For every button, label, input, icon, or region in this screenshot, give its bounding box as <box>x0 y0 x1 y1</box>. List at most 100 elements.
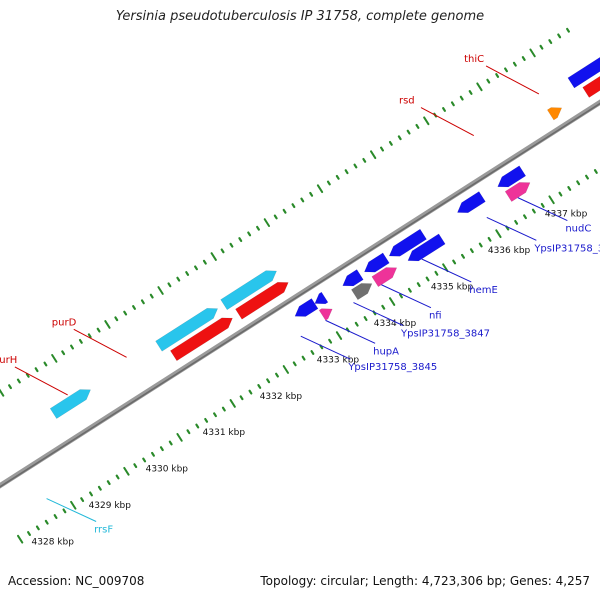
inner-tick-15 <box>151 451 155 457</box>
inner-tick-54 <box>495 229 502 239</box>
kbp-label-2: 4330 kbp <box>146 465 189 475</box>
inner-tick-29 <box>275 372 279 378</box>
inner-feature-1 <box>314 291 329 305</box>
inner-tick-64 <box>585 174 589 180</box>
outer-tick-60 <box>476 82 483 92</box>
inner-tick-44 <box>407 287 412 293</box>
top-gene-label-3: thiC <box>464 54 484 65</box>
top-gene-label-1: purD <box>52 317 77 328</box>
inner-tick-17 <box>168 440 173 446</box>
bottom-gene-label-3: YpsIP31758_3847 <box>400 328 490 339</box>
bottom-gene-label-5: hemE <box>469 285 498 296</box>
outer-tick-40 <box>300 197 305 203</box>
outer-tick-27 <box>185 271 190 276</box>
outer-tick-36 <box>263 218 271 227</box>
accession-label: Accession: NC_009708 <box>8 574 145 588</box>
inner2-feature-3 <box>407 233 446 262</box>
outer-tick-53 <box>415 123 420 129</box>
inner-feature-6 <box>497 165 527 188</box>
top-leader-1 <box>73 328 127 358</box>
feature-tracks <box>49 57 600 419</box>
outer-feature-2 <box>220 270 277 311</box>
outer-tick-42 <box>316 184 324 194</box>
map-title: Yersinia pseudotuberculosis IP 31758, co… <box>115 9 485 24</box>
kbp-label-7: 4335 kbp <box>431 282 474 292</box>
inner-tick-31 <box>292 361 297 367</box>
inner-tick-42 <box>388 297 396 306</box>
outer-tick-59 <box>468 90 473 95</box>
outer-tick-46 <box>353 163 358 169</box>
inner-tick-46 <box>425 276 430 282</box>
topology-label: Topology: circular; Length: 4,723,306 bp… <box>260 574 590 588</box>
inner-tick-56 <box>514 219 519 225</box>
mid-feature-2 <box>546 107 563 121</box>
outer-tick-16 <box>87 333 92 339</box>
bottom-leader-2 <box>325 319 376 344</box>
bottom-leader-7 <box>517 197 568 222</box>
outer-tick-26 <box>176 276 181 282</box>
outer-tick-69 <box>557 33 562 39</box>
outer-tick-35 <box>256 225 260 231</box>
outer-tick-65 <box>521 56 526 61</box>
top-leader-0 <box>14 366 68 396</box>
bottom-leader-3 <box>353 302 404 326</box>
inner-tick-11 <box>115 474 120 480</box>
mid-feature-0 <box>170 317 233 362</box>
inner-tick-32 <box>301 355 306 361</box>
inner-tick-41 <box>381 304 386 310</box>
outer-tick-10 <box>34 367 39 373</box>
inner-tick-49 <box>452 259 457 265</box>
outer-tick-62 <box>495 73 500 78</box>
outer-tick-48 <box>370 150 377 160</box>
inner-tick-10 <box>106 480 111 486</box>
inner-tick-1 <box>27 531 31 536</box>
inner-tick-5 <box>62 508 67 514</box>
bottom-gene-label-1: YpsIP31758_3845 <box>347 362 437 373</box>
gene-labels: purHpurDrsdthiCrrsFYpsIP31758_3845hupAYp… <box>0 54 600 536</box>
inner-tick-14 <box>142 457 147 463</box>
bottom-gene-label-7: nudC <box>565 224 591 235</box>
outer-tick-37 <box>273 214 278 220</box>
bottom-leader-6 <box>486 216 537 241</box>
mid-feature-3 <box>582 75 600 98</box>
outer-tick-44 <box>335 174 340 180</box>
inner-tick-48 <box>442 263 449 273</box>
outer-tick-14 <box>70 344 74 350</box>
genome-backbone <box>0 99 600 489</box>
inner-tick-20 <box>195 423 200 429</box>
inner-tick-30 <box>282 365 290 374</box>
kbp-label-1: 4329 kbp <box>89 501 132 511</box>
outer-tick-17 <box>96 327 101 333</box>
outer-tick-marks <box>0 27 570 397</box>
inner-tick-35 <box>328 338 333 344</box>
inner-tick-3 <box>44 519 49 525</box>
outer-tick-51 <box>397 135 402 141</box>
outer-tick-24 <box>157 286 164 295</box>
inner-tick-21 <box>204 417 209 423</box>
outer-tick-34 <box>247 231 252 237</box>
outer-tick-64 <box>512 61 517 67</box>
outer-tick-68 <box>548 39 553 45</box>
outer-tick-50 <box>388 140 393 146</box>
kbp-label-6: 4334 kbp <box>374 319 417 329</box>
bottom-gene-label-0: rrsF <box>94 525 113 536</box>
inner-tick-25 <box>239 395 244 401</box>
outer-tick-56 <box>442 107 446 112</box>
outer-tick-29 <box>202 259 207 265</box>
inner-tick-38 <box>354 321 359 327</box>
outer-tick-39 <box>291 203 296 209</box>
outer-tick-47 <box>362 157 367 163</box>
inner-tick-marks <box>16 169 598 544</box>
inner-tick-62 <box>567 186 572 191</box>
inner-tick-12 <box>123 466 130 476</box>
inner-tick-43 <box>399 293 403 299</box>
backbone-shadow <box>0 102 600 488</box>
outer-tick-32 <box>229 242 234 248</box>
inner-tick-16 <box>159 446 164 452</box>
inner-tick-50 <box>461 253 465 259</box>
inner-tick-19 <box>186 429 191 435</box>
outer-feature-1 <box>155 308 219 352</box>
outer-tick-33 <box>238 237 243 243</box>
outer-feature-3 <box>567 57 600 89</box>
